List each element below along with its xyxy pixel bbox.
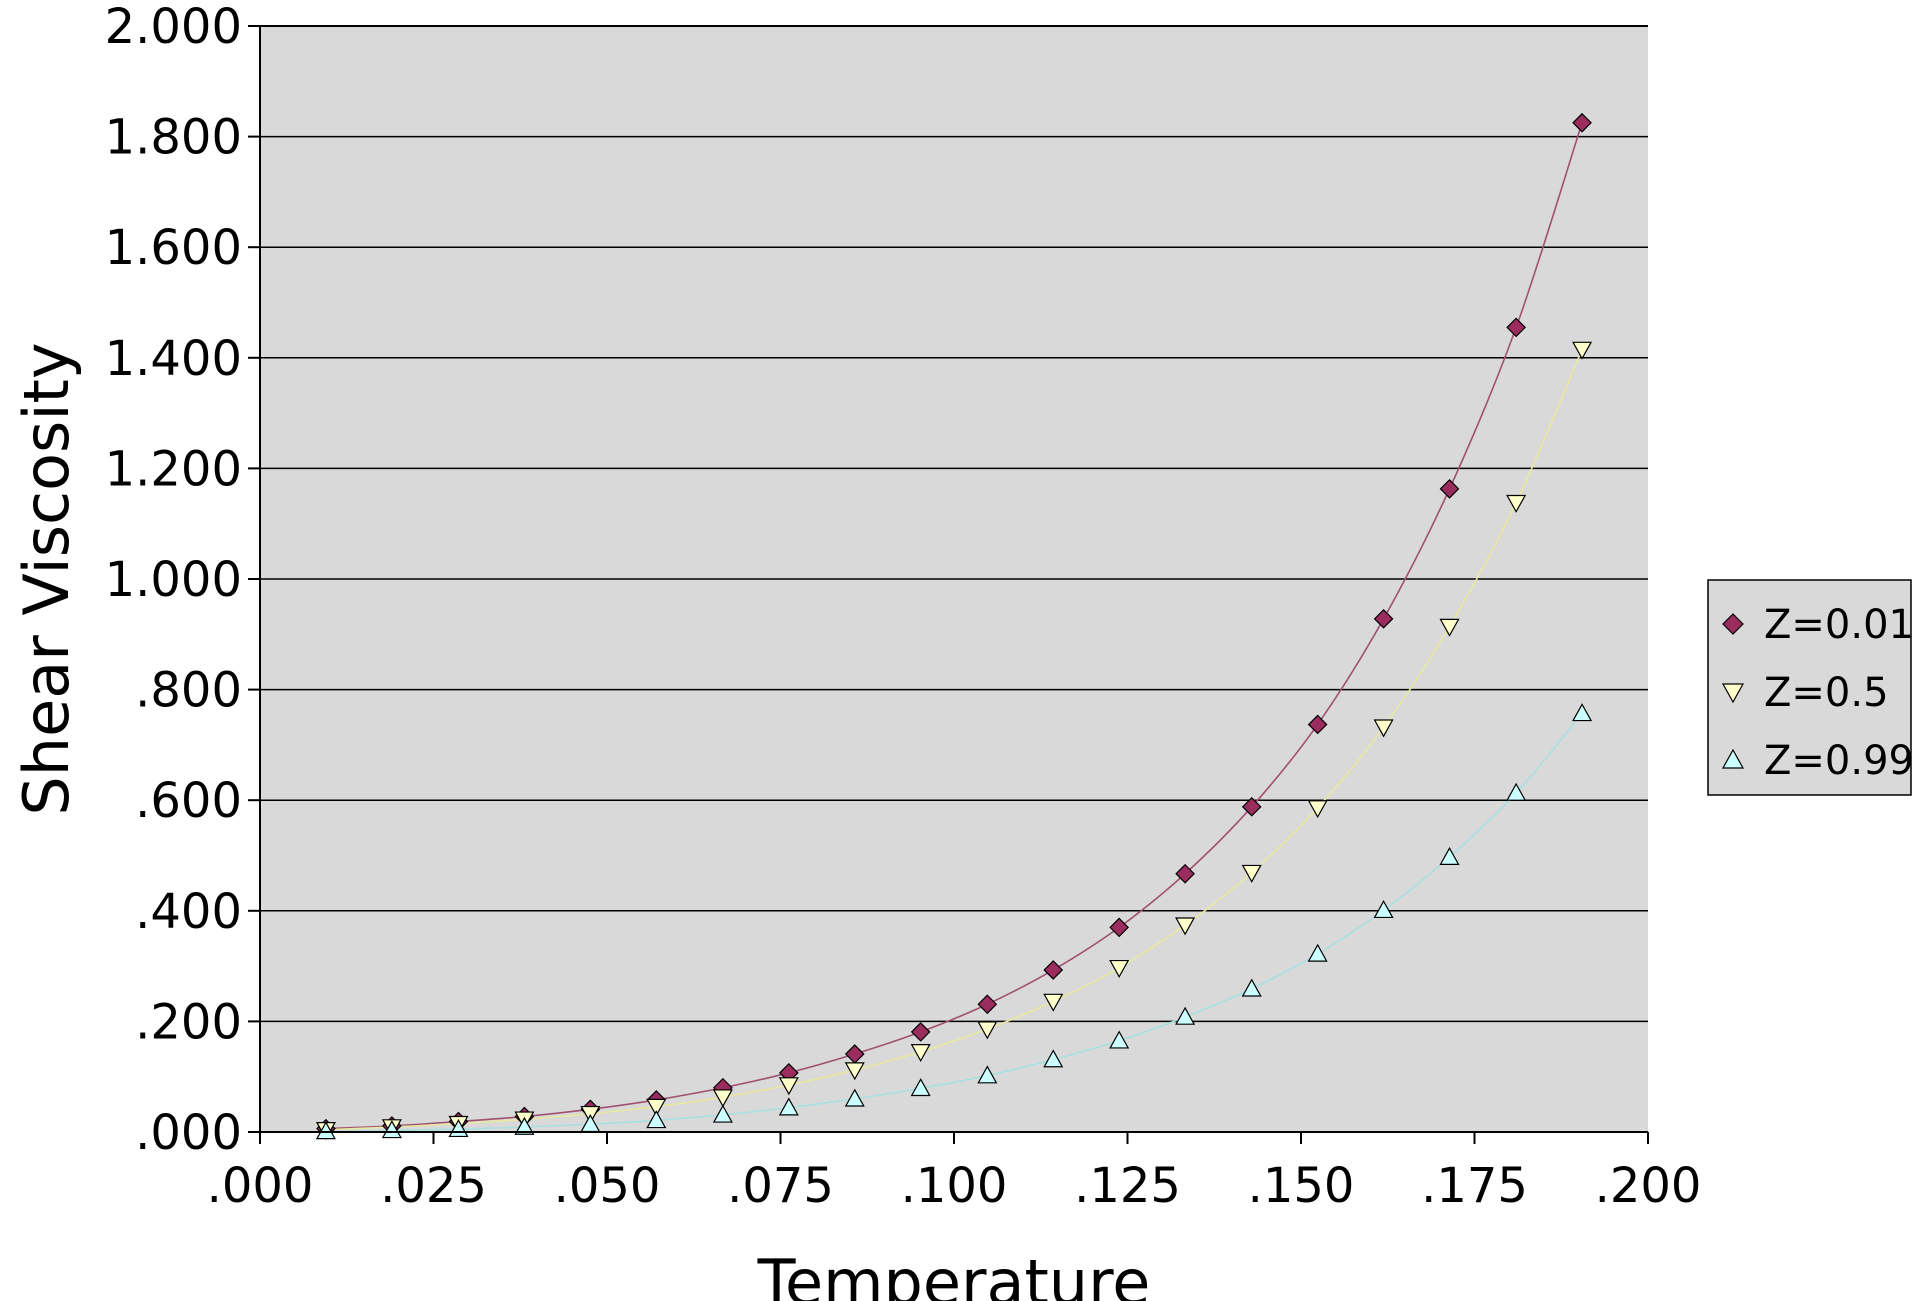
data-point bbox=[910, 1044, 931, 1063]
data-point bbox=[1506, 317, 1526, 338]
y-tick-label: .400 bbox=[135, 884, 242, 940]
y-tick-labels: .000 .200 .400 .600 .800 1.000 1.200 1.400 1.600… bbox=[105, 0, 242, 1161]
y-axis-title: Shear Viscosity bbox=[10, 342, 83, 815]
data-point bbox=[1307, 800, 1328, 819]
data-point bbox=[1043, 960, 1064, 980]
data-point bbox=[778, 1097, 799, 1116]
data-point bbox=[712, 1089, 733, 1108]
data-point bbox=[1175, 863, 1195, 884]
legend-marker bbox=[1721, 748, 1745, 769]
legend-label: Z=0.5 bbox=[1764, 670, 1889, 716]
y-tick-label: .800 bbox=[135, 663, 242, 719]
data-point bbox=[1506, 782, 1527, 801]
series-line bbox=[325, 122, 1583, 1130]
x-tick-label: .150 bbox=[1248, 1158, 1355, 1214]
data-point bbox=[1043, 1049, 1064, 1068]
y-tick-label: 1.000 bbox=[105, 552, 242, 608]
data-point bbox=[1506, 494, 1527, 513]
data-point bbox=[1439, 479, 1460, 499]
data-point bbox=[844, 1088, 865, 1107]
data-point bbox=[1572, 703, 1593, 722]
x-tick-label: .050 bbox=[554, 1158, 661, 1214]
data-point bbox=[1109, 959, 1130, 978]
y-tick-label: .000 bbox=[135, 1105, 242, 1161]
data-point bbox=[1373, 608, 1394, 629]
y-tick-label: 1.600 bbox=[105, 220, 242, 276]
data-point bbox=[977, 994, 998, 1015]
x-tick-label: .000 bbox=[207, 1158, 314, 1214]
legend-marker bbox=[1722, 613, 1744, 635]
gridlines bbox=[248, 25, 1649, 1144]
x-tick-labels: .000 .025 .050 .075 .100 .125 .150 .175 .200 bbox=[207, 1158, 1702, 1214]
data-point bbox=[1109, 917, 1130, 938]
data-point bbox=[1439, 846, 1460, 865]
data-point bbox=[1241, 978, 1262, 997]
data-point bbox=[977, 1065, 998, 1084]
data-point bbox=[514, 1116, 535, 1135]
legend: Z=0.01 Z=0.5 Z=0.99 bbox=[1707, 579, 1914, 796]
y-tick-label: .600 bbox=[135, 773, 242, 829]
legend-label: Z=0.01 bbox=[1764, 602, 1914, 648]
axes bbox=[259, 25, 1648, 1133]
data-point bbox=[1373, 900, 1394, 919]
data-point bbox=[1572, 341, 1593, 360]
x-tick-label: .175 bbox=[1421, 1158, 1528, 1214]
data-point bbox=[1307, 943, 1328, 962]
legend-label: Z=0.99 bbox=[1764, 738, 1914, 784]
legend-marker bbox=[1721, 683, 1745, 704]
x-tick-label: .125 bbox=[1074, 1158, 1181, 1214]
data-point bbox=[1572, 112, 1592, 133]
data-point bbox=[910, 1078, 931, 1097]
data-point bbox=[1043, 993, 1064, 1012]
data-point bbox=[844, 1062, 865, 1081]
y-tick-label: .200 bbox=[135, 994, 242, 1050]
data-point bbox=[1241, 864, 1262, 883]
y-tick-label: 1.200 bbox=[105, 441, 242, 497]
data-point bbox=[778, 1077, 799, 1096]
x-tick-label: .100 bbox=[901, 1158, 1008, 1214]
data-point bbox=[315, 1121, 336, 1140]
data-point bbox=[1373, 719, 1394, 738]
data-point bbox=[646, 1098, 667, 1117]
data-point bbox=[1307, 714, 1328, 735]
x-axis-title: Temperature bbox=[757, 1246, 1151, 1301]
x-tick-label: .025 bbox=[380, 1158, 487, 1214]
x-tick-label: .200 bbox=[1595, 1158, 1702, 1214]
data-point bbox=[1109, 1030, 1130, 1049]
data-point bbox=[1439, 618, 1460, 637]
y-tick-label: 1.800 bbox=[105, 110, 242, 166]
data-point bbox=[381, 1120, 402, 1139]
data-point bbox=[977, 1021, 998, 1040]
data-point bbox=[1175, 917, 1196, 936]
x-tick-label: .075 bbox=[727, 1158, 834, 1214]
data-point bbox=[1175, 1006, 1196, 1025]
data-point bbox=[910, 1022, 931, 1042]
data-point bbox=[712, 1104, 733, 1123]
legend-box bbox=[1707, 579, 1912, 796]
data-point bbox=[646, 1110, 667, 1129]
y-tick-label: 2.000 bbox=[105, 0, 242, 55]
y-tick-label: 1.400 bbox=[105, 331, 242, 387]
data-point bbox=[1241, 796, 1262, 817]
